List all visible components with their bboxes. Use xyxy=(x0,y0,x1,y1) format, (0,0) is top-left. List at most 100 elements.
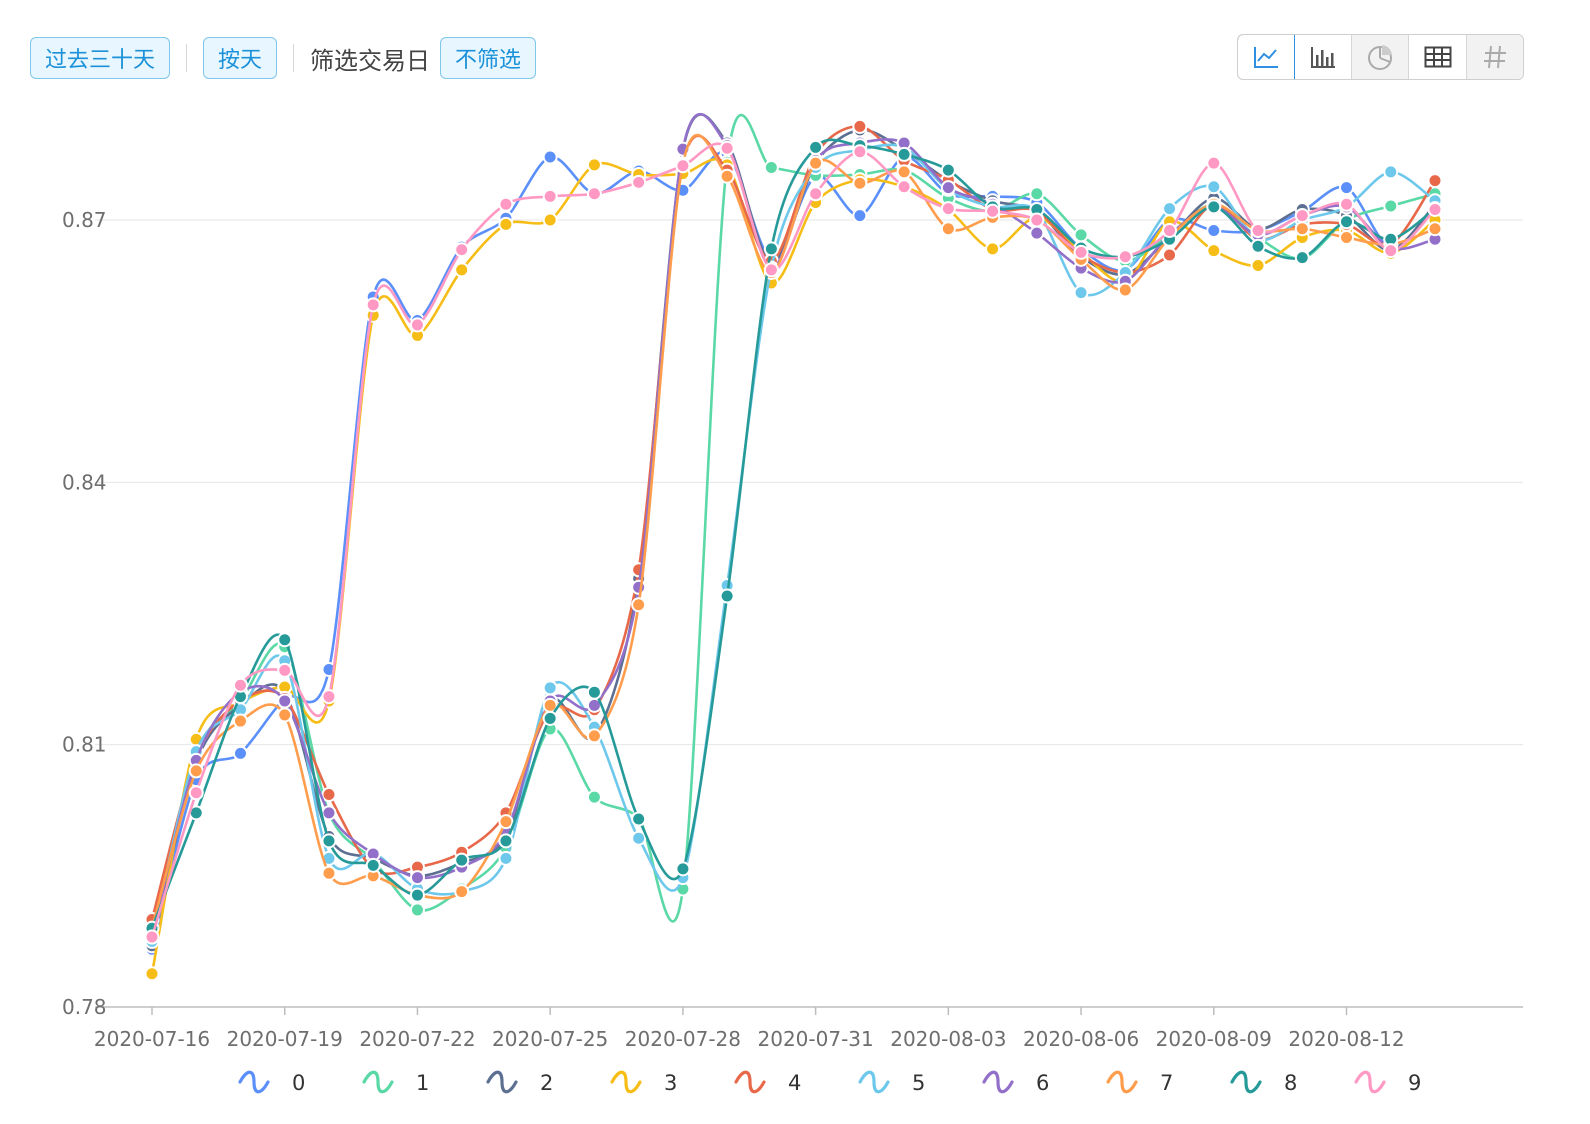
legend-item-4[interactable]: 4 xyxy=(734,1070,801,1095)
data-point[interactable] xyxy=(1162,201,1178,217)
data-point[interactable] xyxy=(763,262,779,278)
data-point[interactable] xyxy=(542,188,558,204)
data-point[interactable] xyxy=(277,707,293,723)
data-point[interactable] xyxy=(1206,179,1222,195)
legend-item-0[interactable]: 0 xyxy=(238,1070,305,1095)
data-point[interactable] xyxy=(277,693,293,709)
data-point[interactable] xyxy=(1427,202,1443,218)
data-point[interactable] xyxy=(1339,180,1355,196)
data-point[interactable] xyxy=(1117,282,1133,298)
data-point[interactable] xyxy=(896,179,912,195)
data-point[interactable] xyxy=(1383,243,1399,259)
data-point[interactable] xyxy=(1250,238,1266,254)
data-point[interactable] xyxy=(940,221,956,237)
data-point[interactable] xyxy=(1427,173,1443,189)
data-point[interactable] xyxy=(985,241,1001,257)
data-point[interactable] xyxy=(321,833,337,849)
legend-item-1[interactable]: 1 xyxy=(362,1070,429,1095)
data-point[interactable] xyxy=(454,884,470,900)
legend-item-7[interactable]: 7 xyxy=(1106,1070,1173,1095)
data-point[interactable] xyxy=(365,297,381,313)
data-point[interactable] xyxy=(1339,229,1355,245)
data-point[interactable] xyxy=(808,139,824,155)
legend-item-8[interactable]: 8 xyxy=(1230,1070,1297,1095)
data-point[interactable] xyxy=(542,680,558,696)
data-point[interactable] xyxy=(1339,196,1355,212)
data-point[interactable] xyxy=(232,745,248,761)
data-point[interactable] xyxy=(586,789,602,805)
data-point[interactable] xyxy=(631,830,647,846)
data-point[interactable] xyxy=(1029,225,1045,241)
data-point[interactable] xyxy=(1073,227,1089,243)
data-point[interactable] xyxy=(631,579,647,595)
data-point[interactable] xyxy=(586,728,602,744)
data-point[interactable] xyxy=(940,201,956,217)
pie-chart-view-button[interactable] xyxy=(1352,35,1410,79)
granularity-button[interactable]: 按天 xyxy=(203,37,278,79)
data-point[interactable] xyxy=(1206,199,1222,215)
data-point[interactable] xyxy=(675,158,691,174)
data-point[interactable] xyxy=(1294,208,1310,224)
data-point[interactable] xyxy=(1206,243,1222,259)
data-point[interactable] xyxy=(498,196,514,212)
data-point[interactable] xyxy=(188,763,204,779)
data-point[interactable] xyxy=(1294,250,1310,266)
data-point[interactable] xyxy=(1162,222,1178,238)
data-point[interactable] xyxy=(321,787,337,803)
data-point[interactable] xyxy=(498,814,514,830)
data-point[interactable] xyxy=(232,713,248,729)
data-point[interactable] xyxy=(1206,155,1222,171)
data-point[interactable] xyxy=(763,241,779,257)
data-point[interactable] xyxy=(631,174,647,190)
data-point[interactable] xyxy=(586,157,602,173)
data-point[interactable] xyxy=(1029,212,1045,228)
data-point[interactable] xyxy=(454,852,470,868)
data-point[interactable] xyxy=(188,785,204,801)
data-point[interactable] xyxy=(631,597,647,613)
data-point[interactable] xyxy=(277,632,293,648)
table-view-button[interactable] xyxy=(1409,35,1467,79)
data-point[interactable] xyxy=(852,208,868,224)
data-point[interactable] xyxy=(144,929,160,945)
data-point[interactable] xyxy=(321,805,337,821)
data-point[interactable] xyxy=(719,168,735,184)
data-point[interactable] xyxy=(542,710,558,726)
data-point[interactable] xyxy=(1029,186,1045,202)
data-point[interactable] xyxy=(1339,214,1355,230)
data-point[interactable] xyxy=(542,149,558,165)
data-point[interactable] xyxy=(1383,198,1399,214)
data-point[interactable] xyxy=(940,162,956,178)
data-point[interactable] xyxy=(631,811,647,827)
legend-item-2[interactable]: 2 xyxy=(486,1070,553,1095)
data-point[interactable] xyxy=(409,317,425,333)
data-point[interactable] xyxy=(808,186,824,202)
data-point[interactable] xyxy=(852,118,868,134)
data-point[interactable] xyxy=(365,857,381,873)
trading-day-filter-button[interactable]: 不筛选 xyxy=(440,37,537,79)
data-point[interactable] xyxy=(719,140,735,156)
data-point[interactable] xyxy=(985,203,1001,219)
data-point[interactable] xyxy=(277,662,293,678)
data-point[interactable] xyxy=(144,966,160,982)
data-point[interactable] xyxy=(586,186,602,202)
data-point[interactable] xyxy=(896,164,912,180)
legend-item-5[interactable]: 5 xyxy=(858,1070,925,1095)
data-point[interactable] xyxy=(1117,249,1133,265)
data-point[interactable] xyxy=(454,262,470,278)
data-point[interactable] xyxy=(1073,285,1089,301)
data-point[interactable] xyxy=(409,870,425,886)
data-point[interactable] xyxy=(1073,244,1089,260)
data-point[interactable] xyxy=(586,684,602,700)
data-point[interactable] xyxy=(896,146,912,162)
data-point[interactable] xyxy=(1250,257,1266,273)
data-point[interactable] xyxy=(763,160,779,176)
data-point[interactable] xyxy=(1383,164,1399,180)
line-chart-view-button[interactable] xyxy=(1238,35,1295,79)
data-point[interactable] xyxy=(675,861,691,877)
data-point[interactable] xyxy=(852,175,868,191)
data-point[interactable] xyxy=(498,833,514,849)
data-point[interactable] xyxy=(498,216,514,232)
legend-item-6[interactable]: 6 xyxy=(982,1070,1049,1095)
data-point[interactable] xyxy=(1250,222,1266,238)
data-point[interactable] xyxy=(719,588,735,604)
